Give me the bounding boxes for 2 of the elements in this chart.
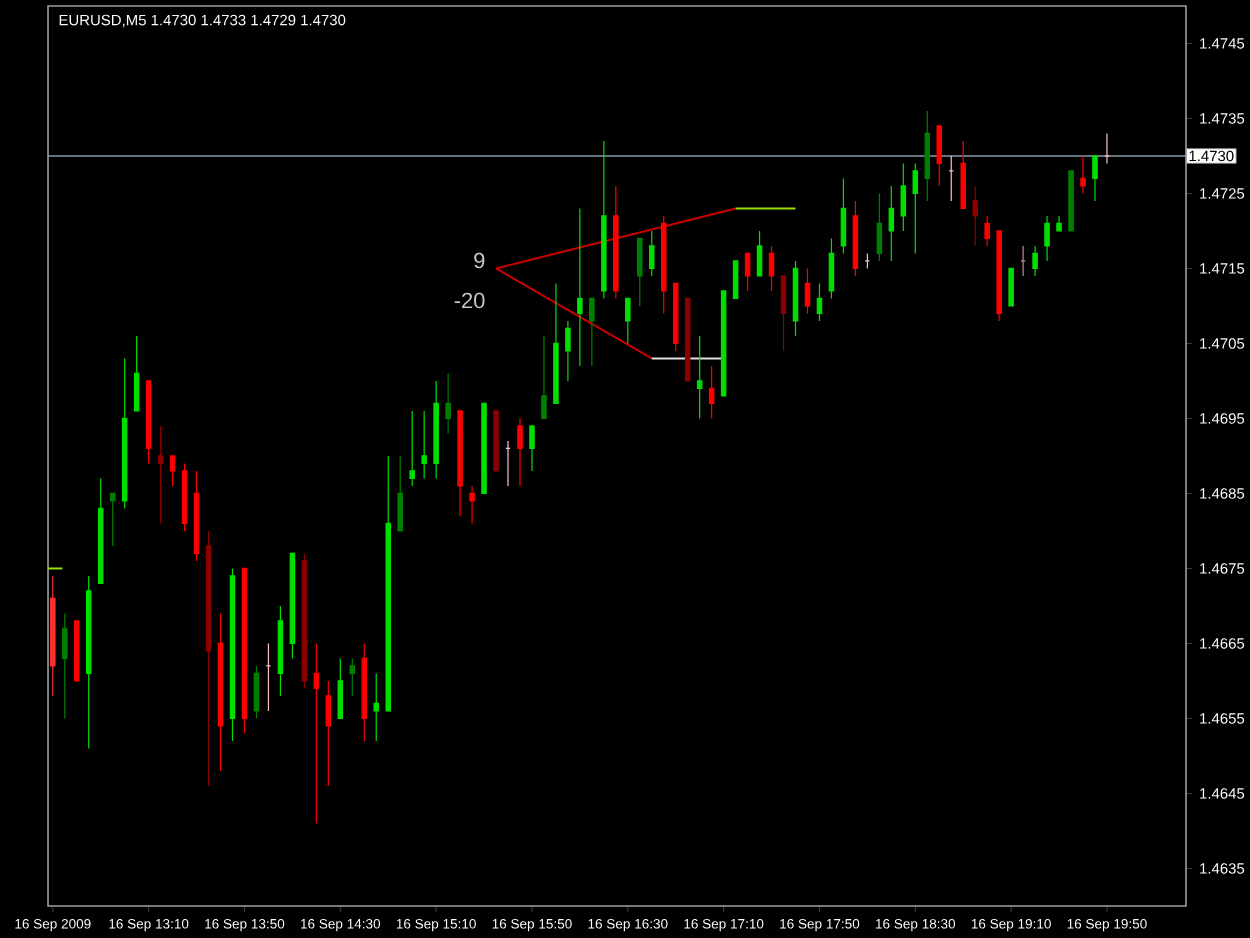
annotation: 9 xyxy=(474,252,485,269)
annotation: -20 xyxy=(454,292,485,309)
